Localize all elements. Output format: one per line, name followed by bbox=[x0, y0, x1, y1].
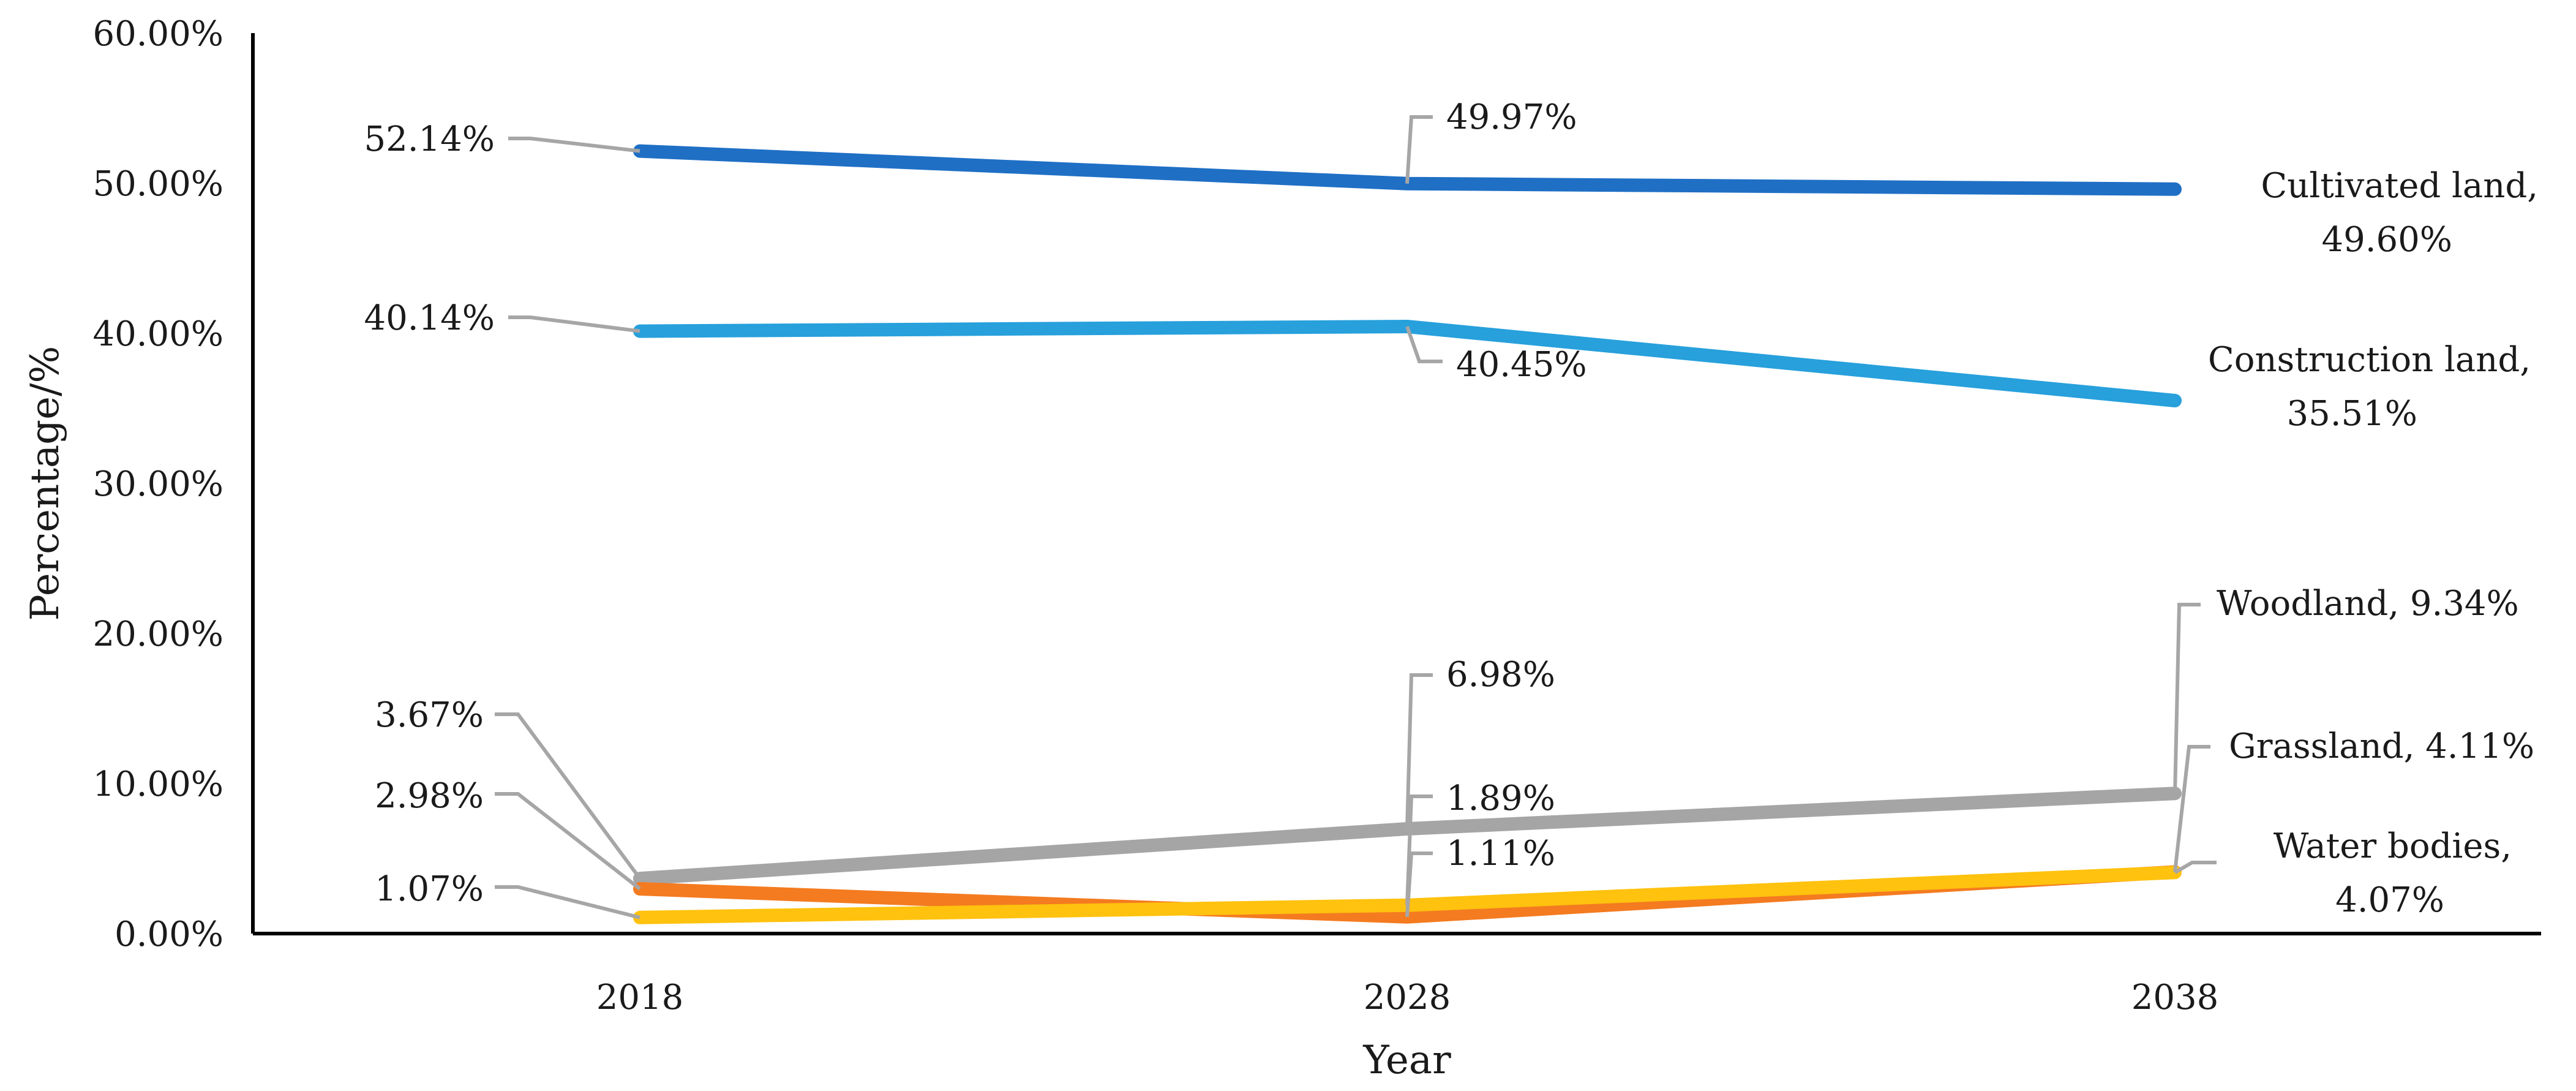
y-tick-label: 10.00% bbox=[92, 764, 223, 804]
data-label-cultivated-2028: 49.97% bbox=[1446, 97, 1577, 137]
series-line-construction-land bbox=[633, 320, 2182, 407]
y-tick-label: 40.00% bbox=[92, 314, 223, 354]
leader-line bbox=[2173, 603, 2201, 794]
x-axis-title: Year bbox=[1362, 1038, 1451, 1083]
data-labels: 52.14% 49.97% Cultivated land, 49.60% 40.14%… bbox=[364, 97, 2538, 920]
leader-line bbox=[508, 137, 640, 153]
leader-line bbox=[1405, 115, 1433, 184]
x-tick-label: 2028 bbox=[1364, 978, 1451, 1017]
leader-line bbox=[495, 712, 642, 880]
data-label-water-2018: 1.07% bbox=[375, 869, 484, 909]
data-label-woodland-2018: 3.67% bbox=[375, 695, 484, 735]
leader-line bbox=[2173, 745, 2210, 872]
series-label-woodland: Woodland, 9.34% bbox=[2217, 584, 2519, 624]
x-tick-label: 2038 bbox=[2131, 978, 2219, 1017]
data-label-grassland-2028: 1.11% bbox=[1446, 834, 1555, 874]
data-label-cultivated-2018: 52.14% bbox=[364, 119, 495, 159]
leader-line bbox=[1405, 673, 1433, 829]
x-tick-labels: 2018 2028 2038 bbox=[596, 978, 2219, 1017]
axes bbox=[251, 33, 2541, 935]
leader-line bbox=[1405, 795, 1433, 905]
y-tick-label: 0.00% bbox=[115, 915, 223, 954]
leader-line bbox=[495, 885, 640, 919]
series-label-cultivated-value: 49.60% bbox=[2321, 220, 2452, 260]
series-label-water-value: 4.07% bbox=[2335, 880, 2444, 920]
data-label-construction-2028: 40.45% bbox=[1456, 345, 1587, 385]
y-tick-label: 30.00% bbox=[92, 464, 223, 504]
data-label-construction-2018: 40.14% bbox=[364, 298, 495, 338]
label-leader-lines bbox=[495, 115, 2217, 919]
x-tick-label: 2018 bbox=[596, 978, 684, 1017]
y-axis-title: Percentage/% bbox=[23, 346, 68, 621]
series-label-grassland: Grassland, 4.11% bbox=[2229, 727, 2534, 766]
data-label-water-2028: 1.89% bbox=[1446, 779, 1555, 818]
y-tick-label: 20.00% bbox=[92, 614, 223, 654]
leader-line bbox=[2174, 861, 2217, 874]
data-label-grassland-2018: 2.98% bbox=[375, 776, 484, 816]
series-label-cultivated-name: Cultivated land, bbox=[2261, 166, 2538, 206]
leader-line bbox=[508, 315, 640, 333]
leader-line bbox=[495, 792, 641, 891]
y-tick-label: 60.00% bbox=[92, 14, 223, 54]
series-label-construction-value: 35.51% bbox=[2286, 394, 2417, 434]
y-tick-label: 50.00% bbox=[92, 164, 223, 204]
series-line-woodland bbox=[633, 787, 2182, 886]
y-tick-labels: 0.00% 10.00% 20.00% 30.00% 40.00% 50.00% 60.00… bbox=[92, 14, 223, 954]
data-label-woodland-2028: 6.98% bbox=[1446, 655, 1555, 695]
series-label-construction-name: Construction land, bbox=[2208, 340, 2531, 380]
series-label-water-name: Water bodies, bbox=[2274, 826, 2512, 866]
leader-line bbox=[1405, 325, 1443, 363]
